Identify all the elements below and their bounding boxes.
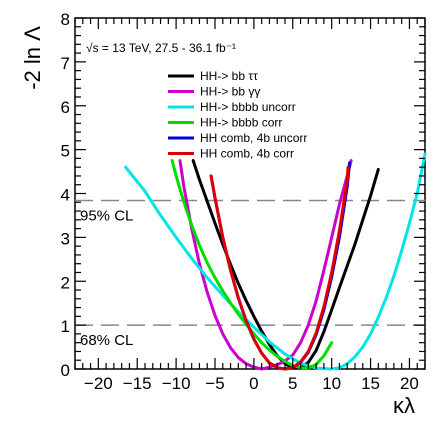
x-tick-label: 20 [400, 374, 419, 393]
x-tick-label: 15 [361, 374, 380, 393]
y-tick-label: 4 [61, 186, 70, 205]
legend-entry-4: HH comb, 4b uncorr [200, 131, 307, 145]
x-tick-label: −5 [205, 374, 224, 393]
series-curve-0 [191, 159, 380, 370]
cl-label-0: 95% CL [80, 208, 133, 225]
x-axis-title: κλ [393, 393, 415, 418]
energy-annotation: √s = 13 TeV, 27.5 - 36.1 fb⁻¹ [86, 41, 236, 55]
x-tick-label: 5 [288, 374, 297, 393]
y-tick-label: 2 [61, 273, 70, 292]
series-curve-5 [209, 165, 350, 371]
y-tick-label: 7 [61, 54, 70, 73]
x-tick-label: 10 [322, 374, 341, 393]
x-tick-label: −15 [123, 374, 152, 393]
legend-entry-5: HH comb, 4b corr [200, 147, 294, 161]
legend-entry-0: HH-> bb ττ [200, 69, 258, 83]
y-tick-label: 0 [61, 361, 70, 380]
x-tick-label: 0 [249, 374, 258, 393]
y-axis-title: -2 ln Λ [20, 26, 45, 90]
series-curve-1 [178, 159, 353, 371]
y-tick-label: 6 [61, 98, 70, 117]
series-curve-2 [124, 152, 427, 371]
y-tick-label: 8 [61, 10, 70, 29]
legend-entry-1: HH-> bb γγ [200, 85, 260, 99]
cl-label-1: 68% CL [80, 332, 133, 349]
x-tick-label: −10 [162, 374, 191, 393]
y-tick-label: 3 [61, 229, 70, 248]
legend-entry-3: HH-> bbbb corr [200, 116, 282, 130]
y-tick-label: 5 [61, 142, 70, 161]
x-tick-label: −20 [84, 374, 113, 393]
y-tick-label: 1 [61, 317, 70, 336]
legend-entry-2: HH-> bbbb uncorr [200, 100, 296, 114]
